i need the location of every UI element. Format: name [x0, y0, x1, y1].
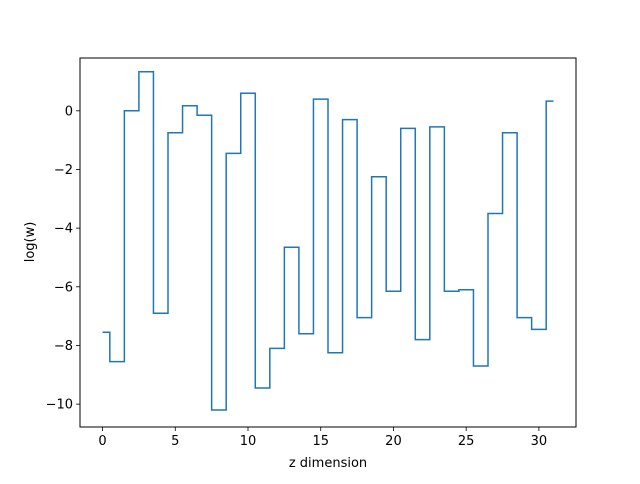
x-tick-label: 5 [171, 434, 179, 449]
x-tick-label: 0 [98, 434, 106, 449]
y-tick-label: −10 [46, 398, 73, 413]
plot-frame [79, 57, 577, 428]
x-tick-label: 30 [531, 434, 548, 449]
y-axis-ticks: −10 −8 −6 −4 −2 0 [46, 104, 80, 413]
x-tick-label: 25 [458, 434, 475, 449]
x-tick-label: 15 [312, 434, 329, 449]
y-tick-label: −2 [54, 163, 73, 178]
y-tick-label: −8 [54, 339, 73, 354]
y-axis-label: log(w) [23, 222, 38, 263]
x-tick-label: 20 [385, 434, 402, 449]
x-tick-label: 10 [240, 434, 257, 449]
x-axis-ticks: 0 5 10 15 20 25 30 [98, 427, 547, 449]
series-line-0 [102, 71, 554, 411]
y-tick-label: 0 [65, 104, 73, 119]
y-tick-label: −6 [54, 280, 73, 295]
y-tick-label: −4 [54, 222, 73, 237]
x-axis-label: z dimension [289, 456, 367, 471]
